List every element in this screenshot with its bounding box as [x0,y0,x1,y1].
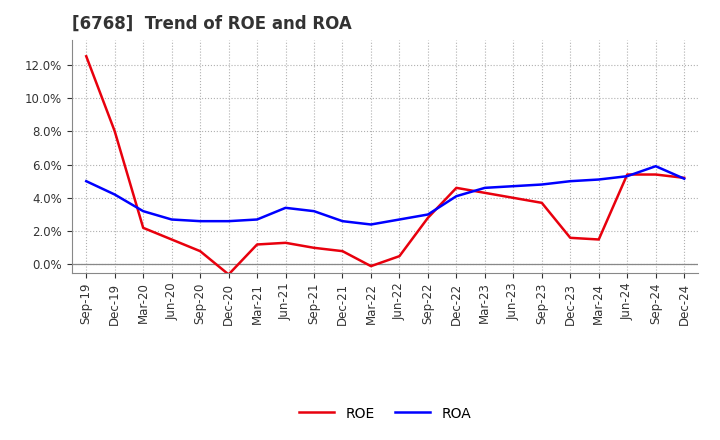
ROE [110,128,119,134]
ROA [282,205,290,210]
ROE [452,185,461,191]
ROE [225,272,233,277]
ROA [167,217,176,222]
ROA [680,176,688,181]
ROE [395,253,404,259]
ROA [310,209,318,214]
ROE [338,249,347,254]
ROE [423,215,432,220]
ROE [537,200,546,205]
ROE [82,54,91,59]
ROE [566,235,575,240]
ROE [480,190,489,195]
ROE [509,195,518,201]
ROE [139,225,148,231]
ROE [167,237,176,242]
Legend: ROE, ROA: ROE, ROA [294,401,477,426]
ROA [566,179,575,184]
ROA [395,217,404,222]
ROE [366,264,375,269]
ROA [338,219,347,224]
Line: ROA: ROA [86,166,684,224]
ROE [623,172,631,177]
ROE [595,237,603,242]
ROA [253,217,261,222]
ROA [423,212,432,217]
Line: ROE: ROE [86,56,684,275]
Text: [6768]  Trend of ROE and ROA: [6768] Trend of ROE and ROA [72,15,352,33]
ROA [366,222,375,227]
ROE [196,249,204,254]
ROE [680,175,688,180]
ROA [225,219,233,224]
ROE [282,240,290,246]
ROA [595,177,603,182]
ROA [82,179,91,184]
ROA [139,209,148,214]
ROA [480,185,489,191]
ROE [253,242,261,247]
ROA [652,164,660,169]
ROA [196,219,204,224]
ROA [623,173,631,179]
ROA [509,183,518,189]
ROA [537,182,546,187]
ROE [652,172,660,177]
ROA [110,192,119,197]
ROE [310,245,318,250]
ROA [452,194,461,199]
